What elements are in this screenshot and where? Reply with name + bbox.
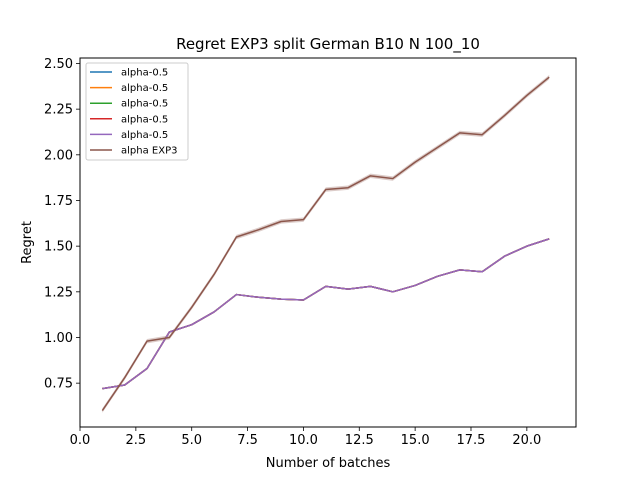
x-axis-label: Number of batches (266, 456, 391, 471)
plot-frame (79, 57, 577, 428)
x-axis-ticks: 0.0 2.5 5.0 7.5 10.0 12.5 15.0 17.5 20.0 (70, 427, 541, 448)
y-tick-label: 0.75 (44, 377, 73, 392)
legend-label: alpha-0.5 (121, 99, 168, 110)
y-axis-label: Regret (20, 221, 35, 264)
y-tick-label: 1.25 (44, 285, 73, 300)
legend-label: alpha-0.5 (121, 68, 168, 79)
y-tick-label: 2.00 (44, 148, 73, 163)
legend-label: alpha-0.5 (121, 130, 168, 141)
x-tick-label: 7.5 (237, 433, 258, 448)
x-tick-label: 5.0 (181, 433, 202, 448)
y-tick-label: 2.25 (44, 103, 73, 118)
series-lines (101, 76, 550, 411)
series-line (102, 238, 550, 390)
legend-items: alpha-0.5 alpha-0.5 alpha-0.5 alpha-0.5 alph… (90, 68, 177, 157)
legend: alpha-0.5 alpha-0.5 alpha-0.5 alpha-0.5 alph… (85, 62, 189, 161)
legend-label: alpha-0.5 (121, 83, 168, 94)
y-tick-label: 1.75 (44, 194, 73, 209)
x-tick-label: 2.5 (126, 433, 147, 448)
series-line (101, 76, 550, 411)
y-tick-label: 1.50 (44, 240, 73, 255)
y-tick-label: 2.50 (44, 57, 73, 72)
chart-title: Regret EXP3 split German B10 N 100_10 (176, 35, 480, 54)
legend-label: alpha-0.5 (121, 114, 168, 125)
y-axis-ticks: 0.75 1.00 1.25 1.50 1.75 2.00 2.25 2.50 (44, 57, 80, 392)
x-tick-label: 10.0 (289, 433, 318, 448)
x-tick-label: 0.0 (70, 433, 91, 448)
x-tick-label: 17.5 (457, 433, 486, 448)
x-tick-label: 12.5 (345, 433, 374, 448)
x-tick-label: 20.0 (512, 433, 541, 448)
y-tick-label: 1.00 (44, 331, 73, 346)
x-tick-label: 15.0 (401, 433, 430, 448)
legend-label: alpha EXP3 (121, 146, 177, 157)
